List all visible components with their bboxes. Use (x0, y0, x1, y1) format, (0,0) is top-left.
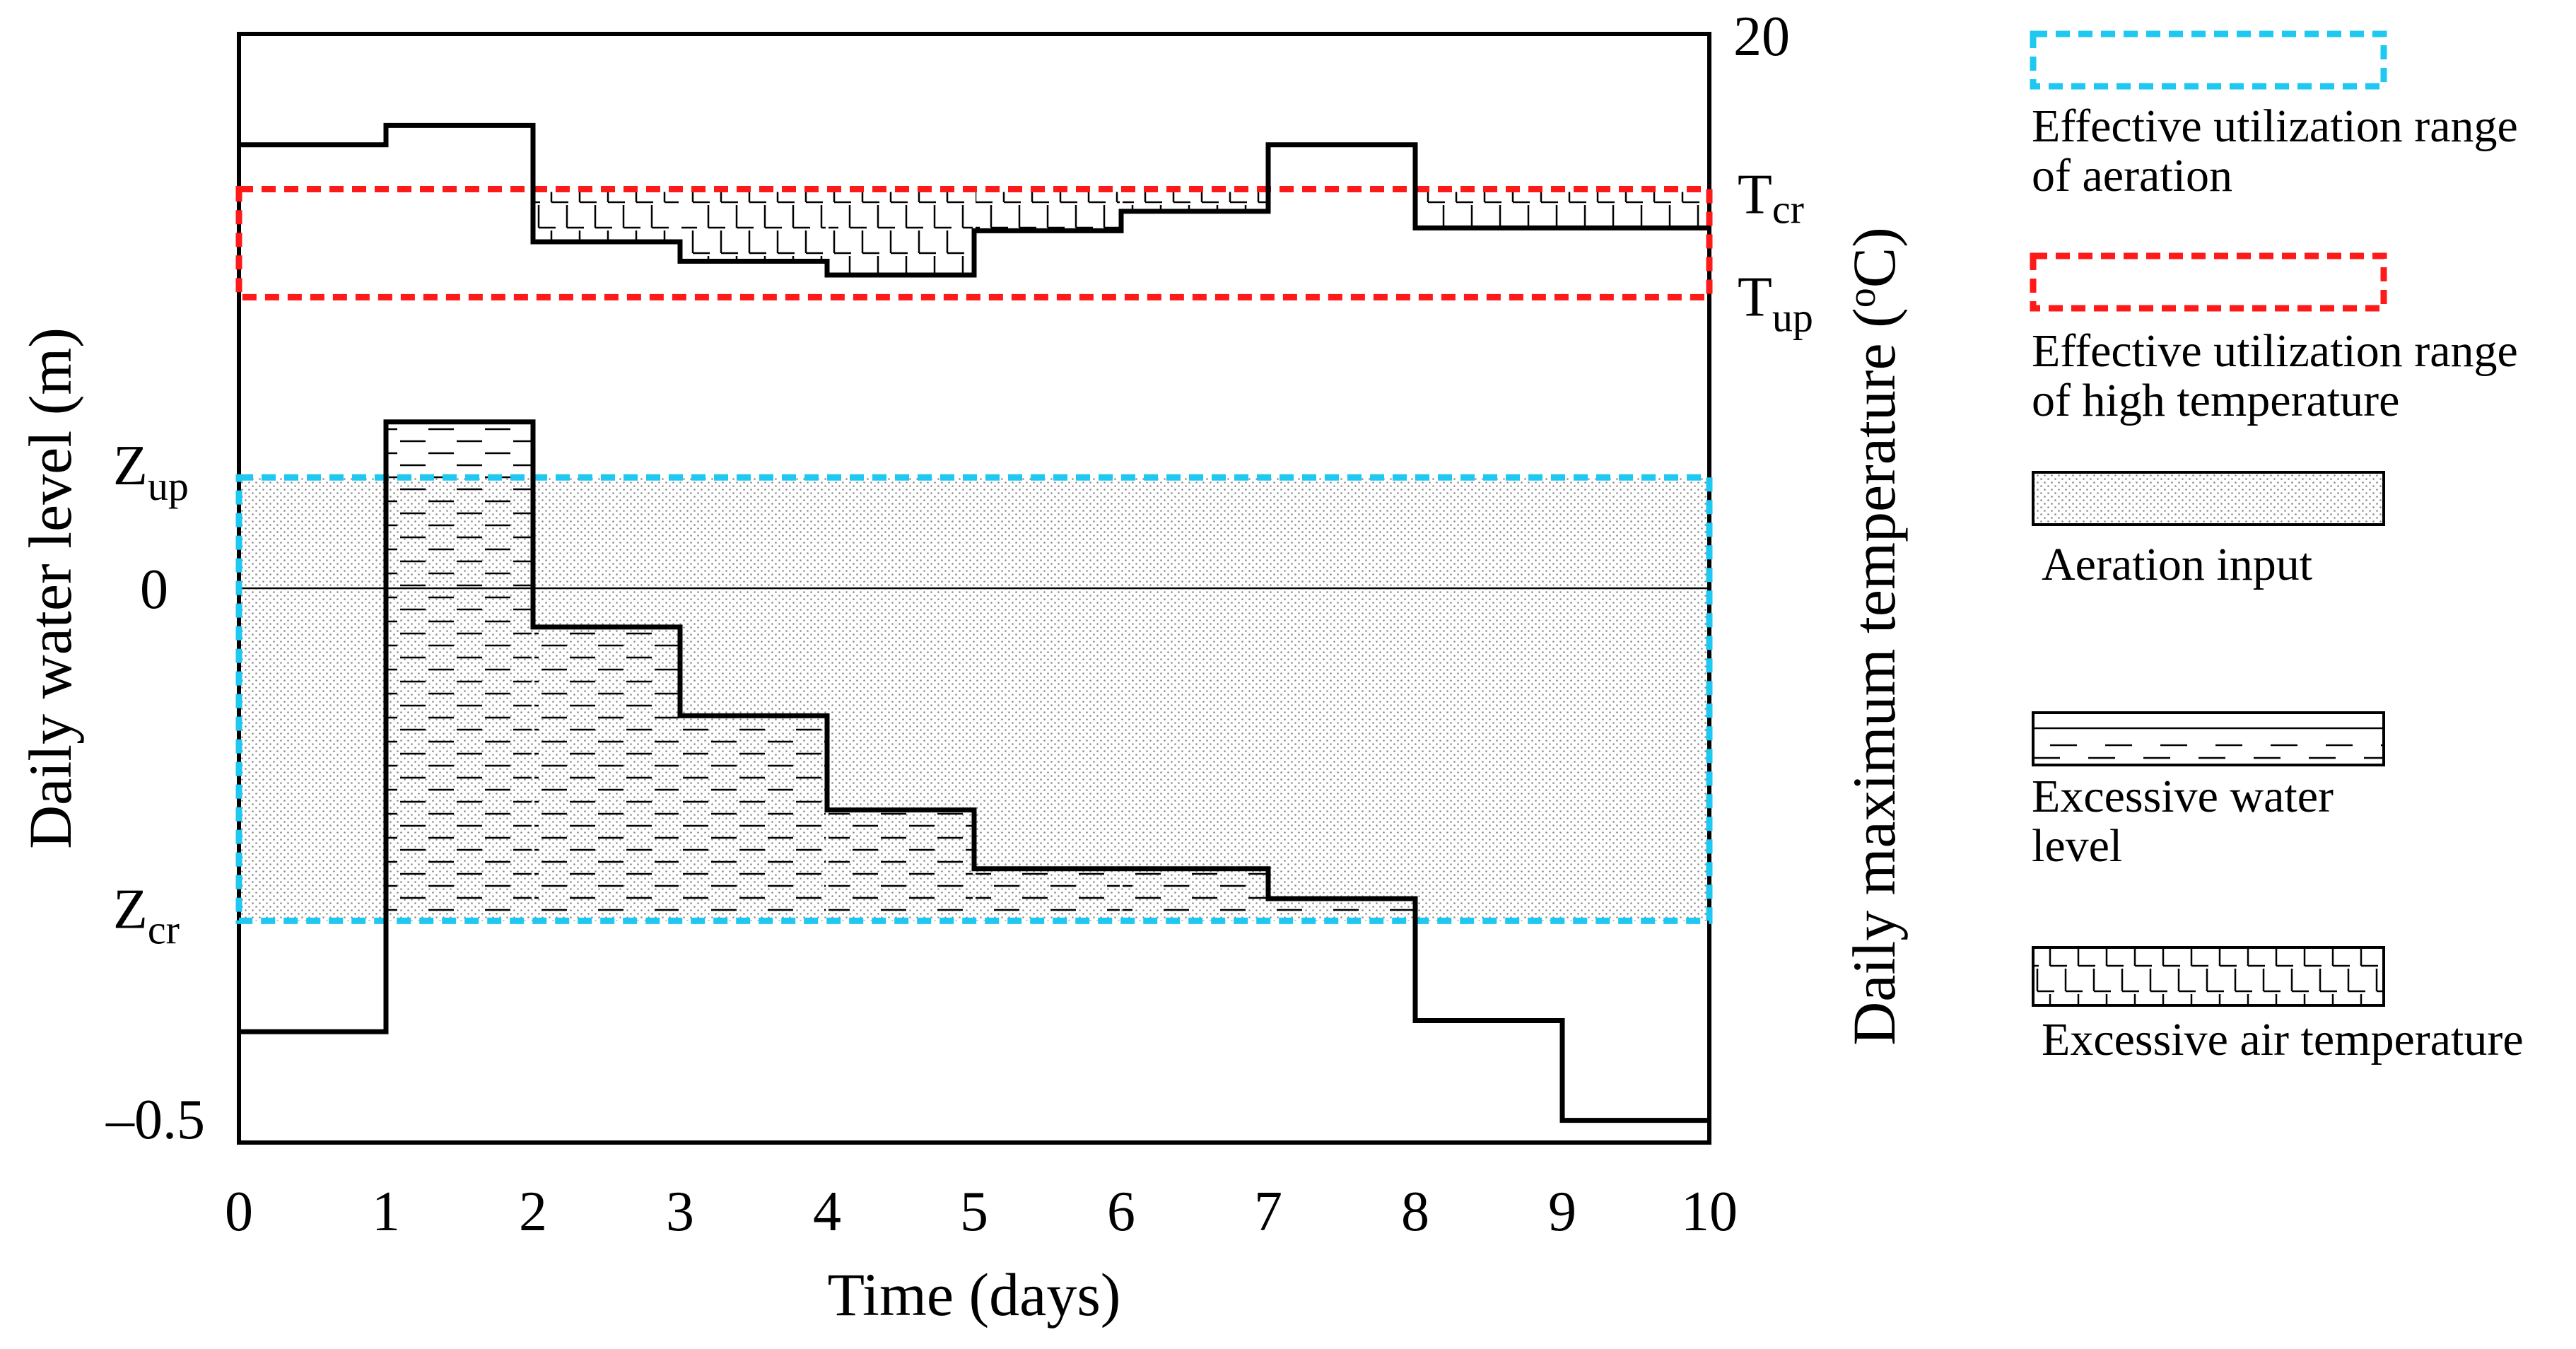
excess-water-day-4 (829, 812, 973, 917)
left-tick-zero: 0 (140, 559, 168, 621)
x-tick-2: 2 (519, 1181, 547, 1243)
legend-aeration-range-line1: Effective utilization range (2032, 100, 2518, 152)
legend-aeration-range-line2: of aeration (2032, 150, 2232, 202)
x-tick-1: 1 (372, 1181, 400, 1243)
legend-swatch-aeration-input (2032, 471, 2385, 526)
x-tick-3: 3 (666, 1181, 694, 1243)
water-level-series-line (239, 419, 1709, 1123)
excessive-air-temperature-area (534, 192, 1708, 274)
excess-temp-day-3 (681, 192, 826, 260)
temperature-range-box (235, 186, 1713, 300)
legend-temp-range-line1: Effective utilization range (2032, 325, 2518, 377)
x-tick-9: 9 (1548, 1181, 1576, 1243)
x-tick-7: 7 (1254, 1181, 1282, 1243)
legend: Effective utilization range of aeration … (2030, 30, 2524, 1065)
legend-swatch-excess-water (2032, 711, 2385, 766)
legend-aeration-input-label: Aeration input (2042, 539, 2312, 590)
x-tick-4: 4 (813, 1181, 841, 1243)
excess-temp-day-8 (1417, 192, 1561, 227)
legend-temp-range-line2: of high temperature (2032, 375, 2399, 426)
left-axis-title: Daily water level (m) (16, 327, 84, 849)
left-tick-z-up: Zup (113, 435, 189, 509)
excess-temp-day-6 (1123, 192, 1267, 210)
legend-excess-water-line2: level (2032, 820, 2122, 872)
legend-excess-temp-label: Excessive air temperature (2042, 1014, 2524, 1065)
x-tick-6: 6 (1107, 1181, 1135, 1243)
temperature-series-line (239, 122, 1709, 278)
x-tick-8: 8 (1401, 1181, 1429, 1243)
legend-swatch-aeration-range (2030, 30, 2387, 90)
left-tick-minus-0-5: –0.5 (105, 1089, 205, 1151)
excess-water-day-1 (387, 424, 532, 917)
right-tick-t-cr: Tcr (1738, 164, 1804, 233)
legend-swatch-temp-range (2030, 252, 2387, 312)
excessive-water-level-area (387, 424, 1414, 917)
legend-excess-water-line1: Excessive water (2032, 771, 2334, 822)
aeration-range-box (235, 474, 1713, 924)
left-tick-z-cr: Zcr (113, 878, 180, 952)
excess-temp-day-5 (976, 192, 1120, 230)
right-tick-t-up: Tup (1738, 266, 1813, 340)
excess-water-day-6 (1123, 871, 1267, 917)
excess-water-day-2 (534, 629, 679, 917)
excess-temp-day-4 (829, 192, 973, 274)
excess-water-day-5 (976, 871, 1120, 917)
excess-temp-day-2 (534, 192, 679, 240)
x-tick-5: 5 (960, 1181, 988, 1243)
excess-water-day-7 (1270, 901, 1414, 917)
excess-water-day-3 (681, 718, 826, 917)
x-tick-10: 10 (1681, 1181, 1738, 1243)
legend-swatch-excess-temp (2032, 946, 2385, 1007)
right-axis-title: Daily maximum temperature (oC) (1840, 227, 1908, 1046)
x-axis-ticks: 0 1 2 3 4 5 6 7 8 9 10 (225, 1181, 1738, 1243)
right-tick-20: 20 (1733, 6, 1790, 68)
excess-temp-day-9 (1564, 192, 1708, 227)
x-tick-0: 0 (225, 1181, 253, 1243)
x-axis-title: Time (days) (828, 1261, 1121, 1328)
